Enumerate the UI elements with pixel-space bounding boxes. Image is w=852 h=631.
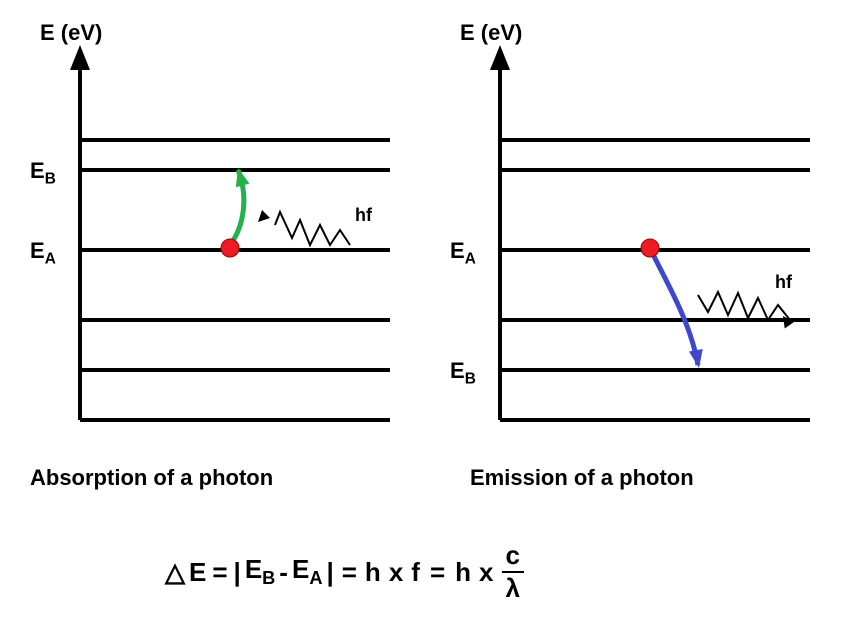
y-axis-label-right: E (eV) [460,20,522,46]
electron-icon [221,239,239,257]
level-label-ea: EA [450,238,476,268]
y-axis-label-left: E (eV) [40,20,102,46]
level-label-eb: EB [30,158,56,188]
y-axis-arrowhead-icon [490,45,510,70]
level-label-eb: EB [450,358,476,388]
emission-arrowhead-icon [689,349,706,369]
y-axis-arrowhead-icon [70,45,90,70]
delta-symbol: △ [165,557,185,588]
diagram-container: E (eV) EB EA hf [0,0,852,631]
energy-formula: △ E = | EB - EA | = h x f = h x c λ [165,540,524,604]
fraction-c-over-lambda: c λ [502,540,524,604]
level-label-ea: EA [30,238,56,268]
absorption-caption: Absorption of a photon [30,465,273,491]
emission-caption: Emission of a photon [470,465,694,491]
photon-wave [275,212,350,245]
photon-arrowhead-icon [258,210,270,222]
photon-label: hf [355,205,372,226]
emission-panel: E (eV) EA EB hf [440,20,810,450]
absorption-panel: E (eV) EB EA hf [20,20,390,450]
photon-wave [698,292,790,320]
emission-svg [440,20,810,450]
photon-label: hf [775,272,792,293]
absorption-svg [20,20,390,450]
electron-icon [641,239,659,257]
emission-arrow [652,252,698,365]
